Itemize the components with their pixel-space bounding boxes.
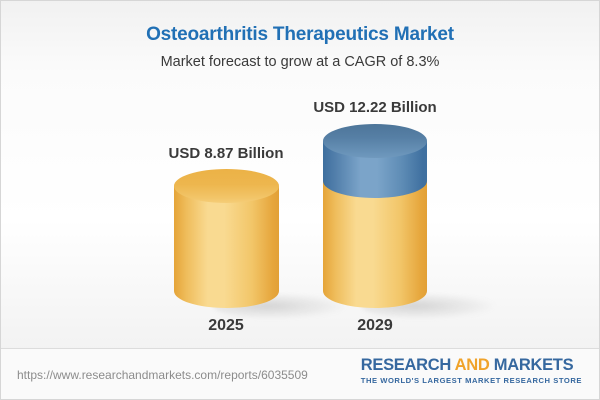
value-label-2029: USD 12.22 Billion	[313, 99, 437, 116]
cylinder-bar-2025	[174, 169, 279, 308]
logo-word-research: RESEARCH	[360, 356, 452, 374]
footer-bar: https://www.researchandmarkets.com/repor…	[1, 348, 599, 399]
axis-label-2029: 2029	[357, 317, 393, 334]
logo-word-and: AND	[454, 356, 490, 374]
cylinder-2029-base-segment	[323, 181, 427, 308]
report-url: https://www.researchandmarkets.com/repor…	[17, 368, 308, 382]
value-label-2025: USD 8.87 Billion	[168, 145, 284, 162]
logo-tagline: THE WORLD'S LARGEST MARKET RESEARCH STOR…	[360, 376, 582, 385]
cylinder-bar-2029	[323, 124, 427, 308]
logo-word-markets: MARKETS	[493, 356, 574, 374]
cylinder-2025-top-ellipse	[174, 169, 279, 203]
chart-subtitle: Market forecast to grow at a CAGR of 8.3…	[160, 54, 440, 70]
logo-wordmark: RESEARCH AND MARKETS	[361, 356, 582, 375]
cylinder-2029-top-ellipse	[323, 124, 427, 158]
research-and-markets-logo: RESEARCH AND MARKETS THE WORLD'S LARGEST…	[361, 356, 582, 385]
axis-label-2025: 2025	[208, 317, 244, 334]
chart-title: Osteoarthritis Therapeutics Market	[146, 24, 454, 45]
cylinder-2025-body	[174, 186, 279, 308]
